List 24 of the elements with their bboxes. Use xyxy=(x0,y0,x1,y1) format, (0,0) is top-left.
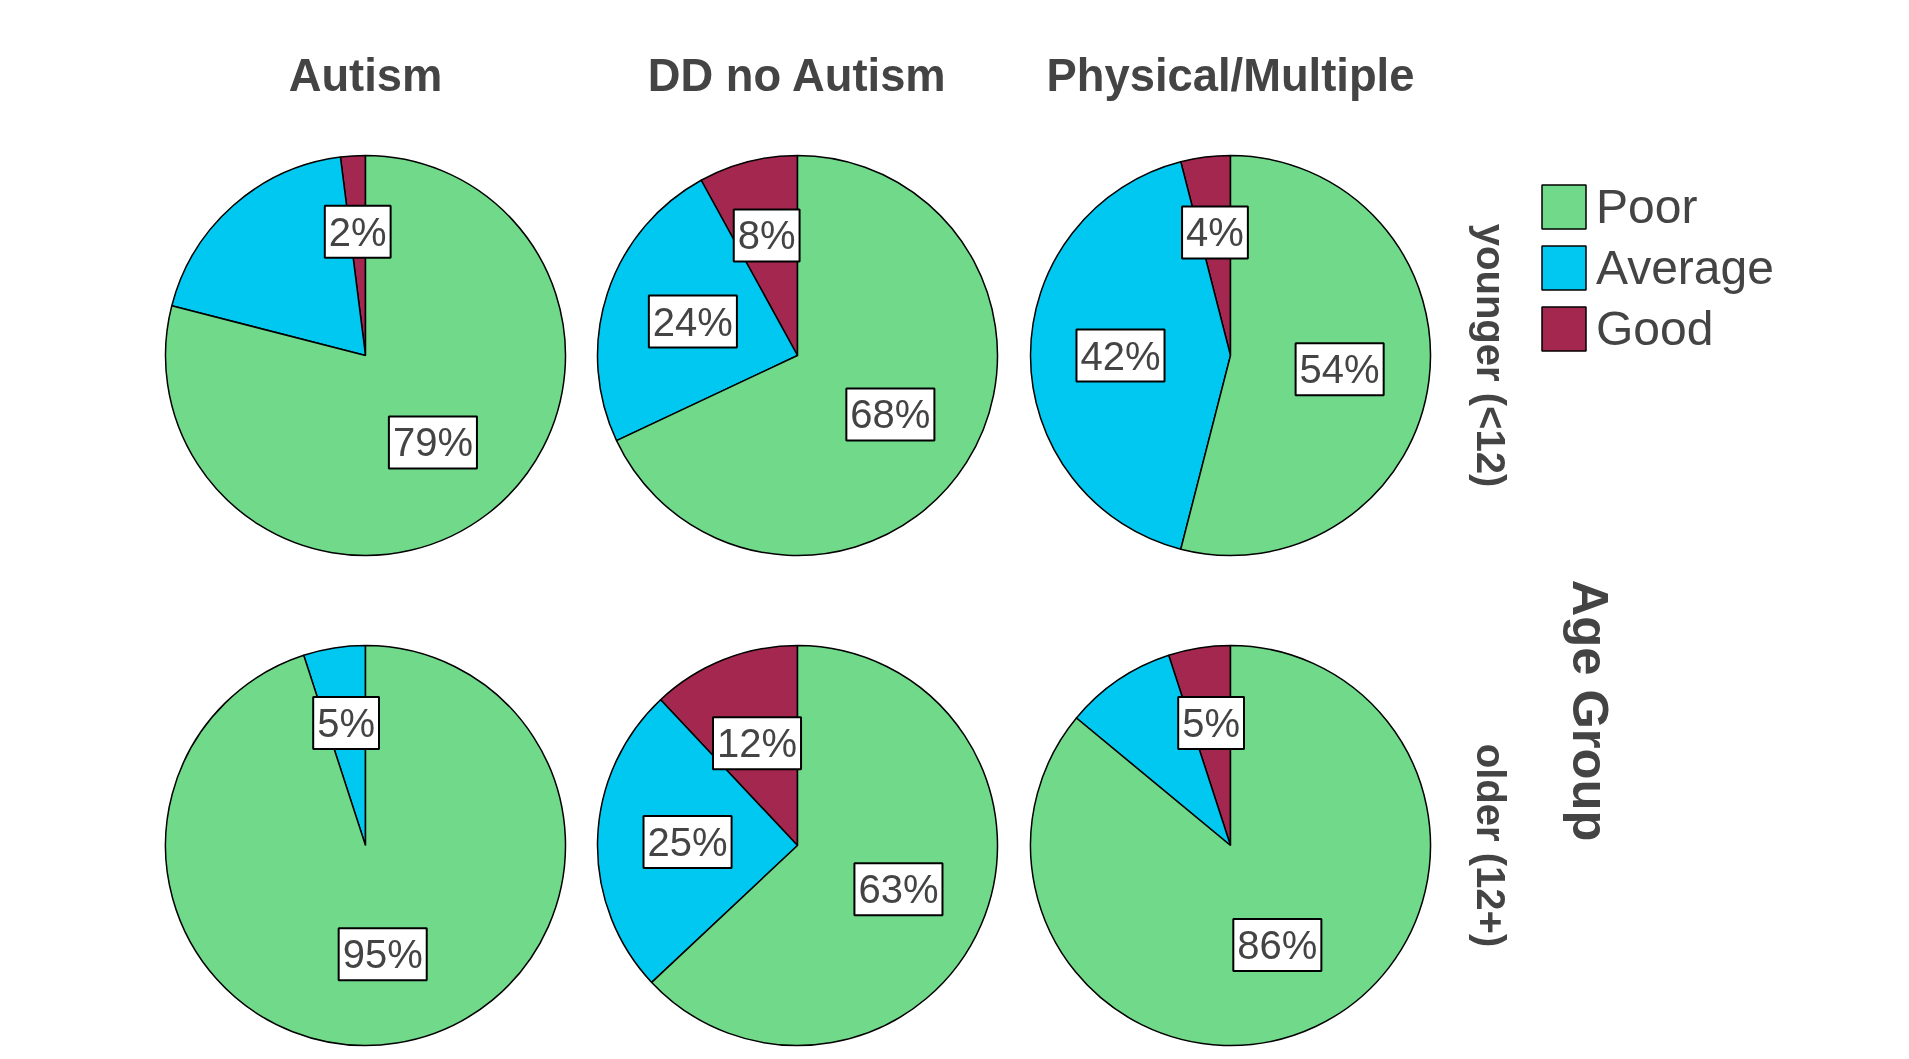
data-label: 79% xyxy=(392,420,473,465)
data-label: 5% xyxy=(1182,701,1241,746)
legend-label: Poor xyxy=(1596,179,1698,234)
text: older (12+) xyxy=(1468,743,1513,948)
chart-title: DD no Autism xyxy=(647,50,946,101)
data-label: 86% xyxy=(1237,923,1318,968)
data-label: 68% xyxy=(850,392,931,437)
data-label: 54% xyxy=(1299,347,1380,392)
data-label: 12% xyxy=(716,721,798,766)
data-label: 2% xyxy=(328,209,387,254)
data-label: 5% xyxy=(317,701,376,746)
data-label: 4% xyxy=(1186,210,1244,255)
data-label: 63% xyxy=(858,867,939,912)
legend-label: Average xyxy=(1596,240,1774,295)
data-label: 8% xyxy=(737,213,796,258)
text: Age Group xyxy=(1562,579,1619,842)
data-label: 25% xyxy=(647,820,728,865)
data-label: 24% xyxy=(652,299,733,344)
chart-title: Physical/Multiple xyxy=(1046,50,1415,101)
data-label: 95% xyxy=(342,932,423,977)
data-label: 42% xyxy=(1080,333,1161,378)
legend-label: Good xyxy=(1596,301,1714,356)
text: younger (<12) xyxy=(1468,223,1513,488)
chart-title: Autism xyxy=(288,50,443,101)
